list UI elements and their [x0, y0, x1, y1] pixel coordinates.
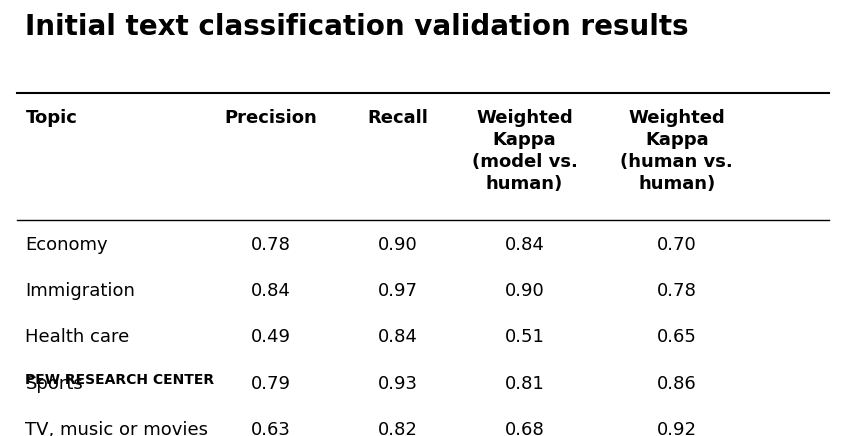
Text: 0.81: 0.81: [505, 375, 544, 393]
Text: 0.90: 0.90: [505, 282, 544, 300]
Text: Weighted
Kappa
(model vs.
human): Weighted Kappa (model vs. human): [471, 109, 578, 194]
Text: Precision: Precision: [224, 109, 317, 127]
Text: 0.84: 0.84: [250, 282, 291, 300]
Text: PEW RESEARCH CENTER: PEW RESEARCH CENTER: [25, 373, 215, 387]
Text: 0.90: 0.90: [378, 236, 417, 254]
Text: 0.65: 0.65: [656, 328, 697, 346]
Text: 0.93: 0.93: [377, 375, 418, 393]
Text: Economy: Economy: [25, 236, 108, 254]
Text: 0.92: 0.92: [656, 421, 697, 436]
Text: 0.82: 0.82: [377, 421, 418, 436]
Text: 0.70: 0.70: [657, 236, 696, 254]
Text: 0.68: 0.68: [505, 421, 544, 436]
Text: 0.84: 0.84: [377, 328, 418, 346]
Text: 0.78: 0.78: [656, 282, 697, 300]
Text: 0.49: 0.49: [250, 328, 291, 346]
Text: 0.97: 0.97: [377, 282, 418, 300]
Text: 0.86: 0.86: [657, 375, 696, 393]
Text: 0.79: 0.79: [250, 375, 291, 393]
Text: TV, music or movies: TV, music or movies: [25, 421, 208, 436]
Text: Recall: Recall: [367, 109, 428, 127]
Text: Immigration: Immigration: [25, 282, 135, 300]
Text: Weighted
Kappa
(human vs.
human): Weighted Kappa (human vs. human): [620, 109, 733, 194]
Text: 0.63: 0.63: [250, 421, 291, 436]
Text: Health care: Health care: [25, 328, 129, 346]
Text: Sports: Sports: [25, 375, 83, 393]
Text: Initial text classification validation results: Initial text classification validation r…: [25, 13, 689, 41]
Text: 0.78: 0.78: [250, 236, 291, 254]
Text: 0.51: 0.51: [504, 328, 545, 346]
Text: Topic: Topic: [25, 109, 77, 127]
Text: 0.84: 0.84: [504, 236, 545, 254]
